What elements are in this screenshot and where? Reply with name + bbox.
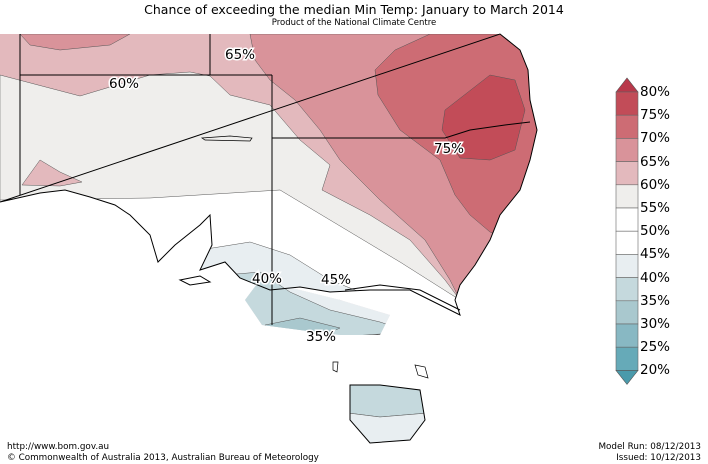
legend-label: 45% — [640, 246, 671, 263]
contour-label-45: 45% — [321, 272, 351, 288]
model-run: Model Run: 08/12/2013 — [598, 442, 701, 452]
coastline — [0, 33, 538, 444]
map-title: Chance of exceeding the median Min Temp:… — [144, 2, 564, 17]
legend-label: 65% — [640, 153, 671, 170]
legend-label: 20% — [640, 362, 671, 379]
legend-label: 40% — [640, 269, 671, 286]
legend-label: 35% — [640, 292, 671, 309]
legend-label: 25% — [640, 339, 671, 356]
issued-date: Issued: 10/12/2013 — [616, 453, 701, 463]
band-65-70-nw — [19, 34, 131, 51]
legend-swatch — [615, 114, 639, 139]
bom-link[interactable]: http://www.bom.gov.au — [7, 442, 110, 452]
tasmania-35-40 — [339, 379, 441, 418]
legend-extend-min — [615, 370, 639, 385]
state-borders — [19, 34, 531, 325]
legend-swatch — [615, 277, 639, 302]
legend-swatch — [615, 346, 639, 371]
legend-swatch — [615, 254, 639, 278]
copyright: © Commonwealth of Australia 2013, Austra… — [7, 453, 319, 463]
legend-extend-max — [615, 77, 639, 93]
contour-label-35: 35% — [306, 329, 336, 345]
legend-label: 55% — [640, 199, 671, 216]
footer-left: http://www.bom.gov.au © Commonwealth of … — [7, 442, 319, 464]
legend-label: 30% — [640, 315, 671, 332]
legend-swatch — [615, 300, 639, 325]
legend-swatch — [615, 207, 639, 232]
contour-label-65: 65% — [225, 47, 255, 63]
map-subtitle: Product of the National Climate Centre — [271, 18, 437, 28]
contour-label-60: 60% — [109, 76, 139, 92]
legend-swatch — [615, 230, 639, 255]
legend-label: 50% — [640, 223, 671, 240]
legend-label: 75% — [640, 107, 671, 124]
legend-label: 80% — [640, 84, 671, 100]
contour-label-40: 40% — [252, 271, 282, 287]
legend-swatch — [615, 138, 639, 162]
legend-swatch — [615, 161, 639, 186]
legend-label: 60% — [640, 176, 671, 193]
band-75-80 — [441, 74, 526, 161]
footer-right: Model Run: 08/12/2013 Issued: 10/12/2013 — [598, 442, 701, 464]
legend-labels: 80% 75% 70% 65% 60% 55% 50% 45% 40% 35% … — [640, 84, 670, 385]
legend-swatch — [615, 91, 639, 116]
legend-label: 70% — [640, 130, 671, 147]
legend-swatch — [615, 323, 639, 348]
legend-colorbar — [615, 77, 639, 385]
legend-swatch — [615, 184, 639, 209]
contour-label-75: 75% — [434, 141, 464, 157]
